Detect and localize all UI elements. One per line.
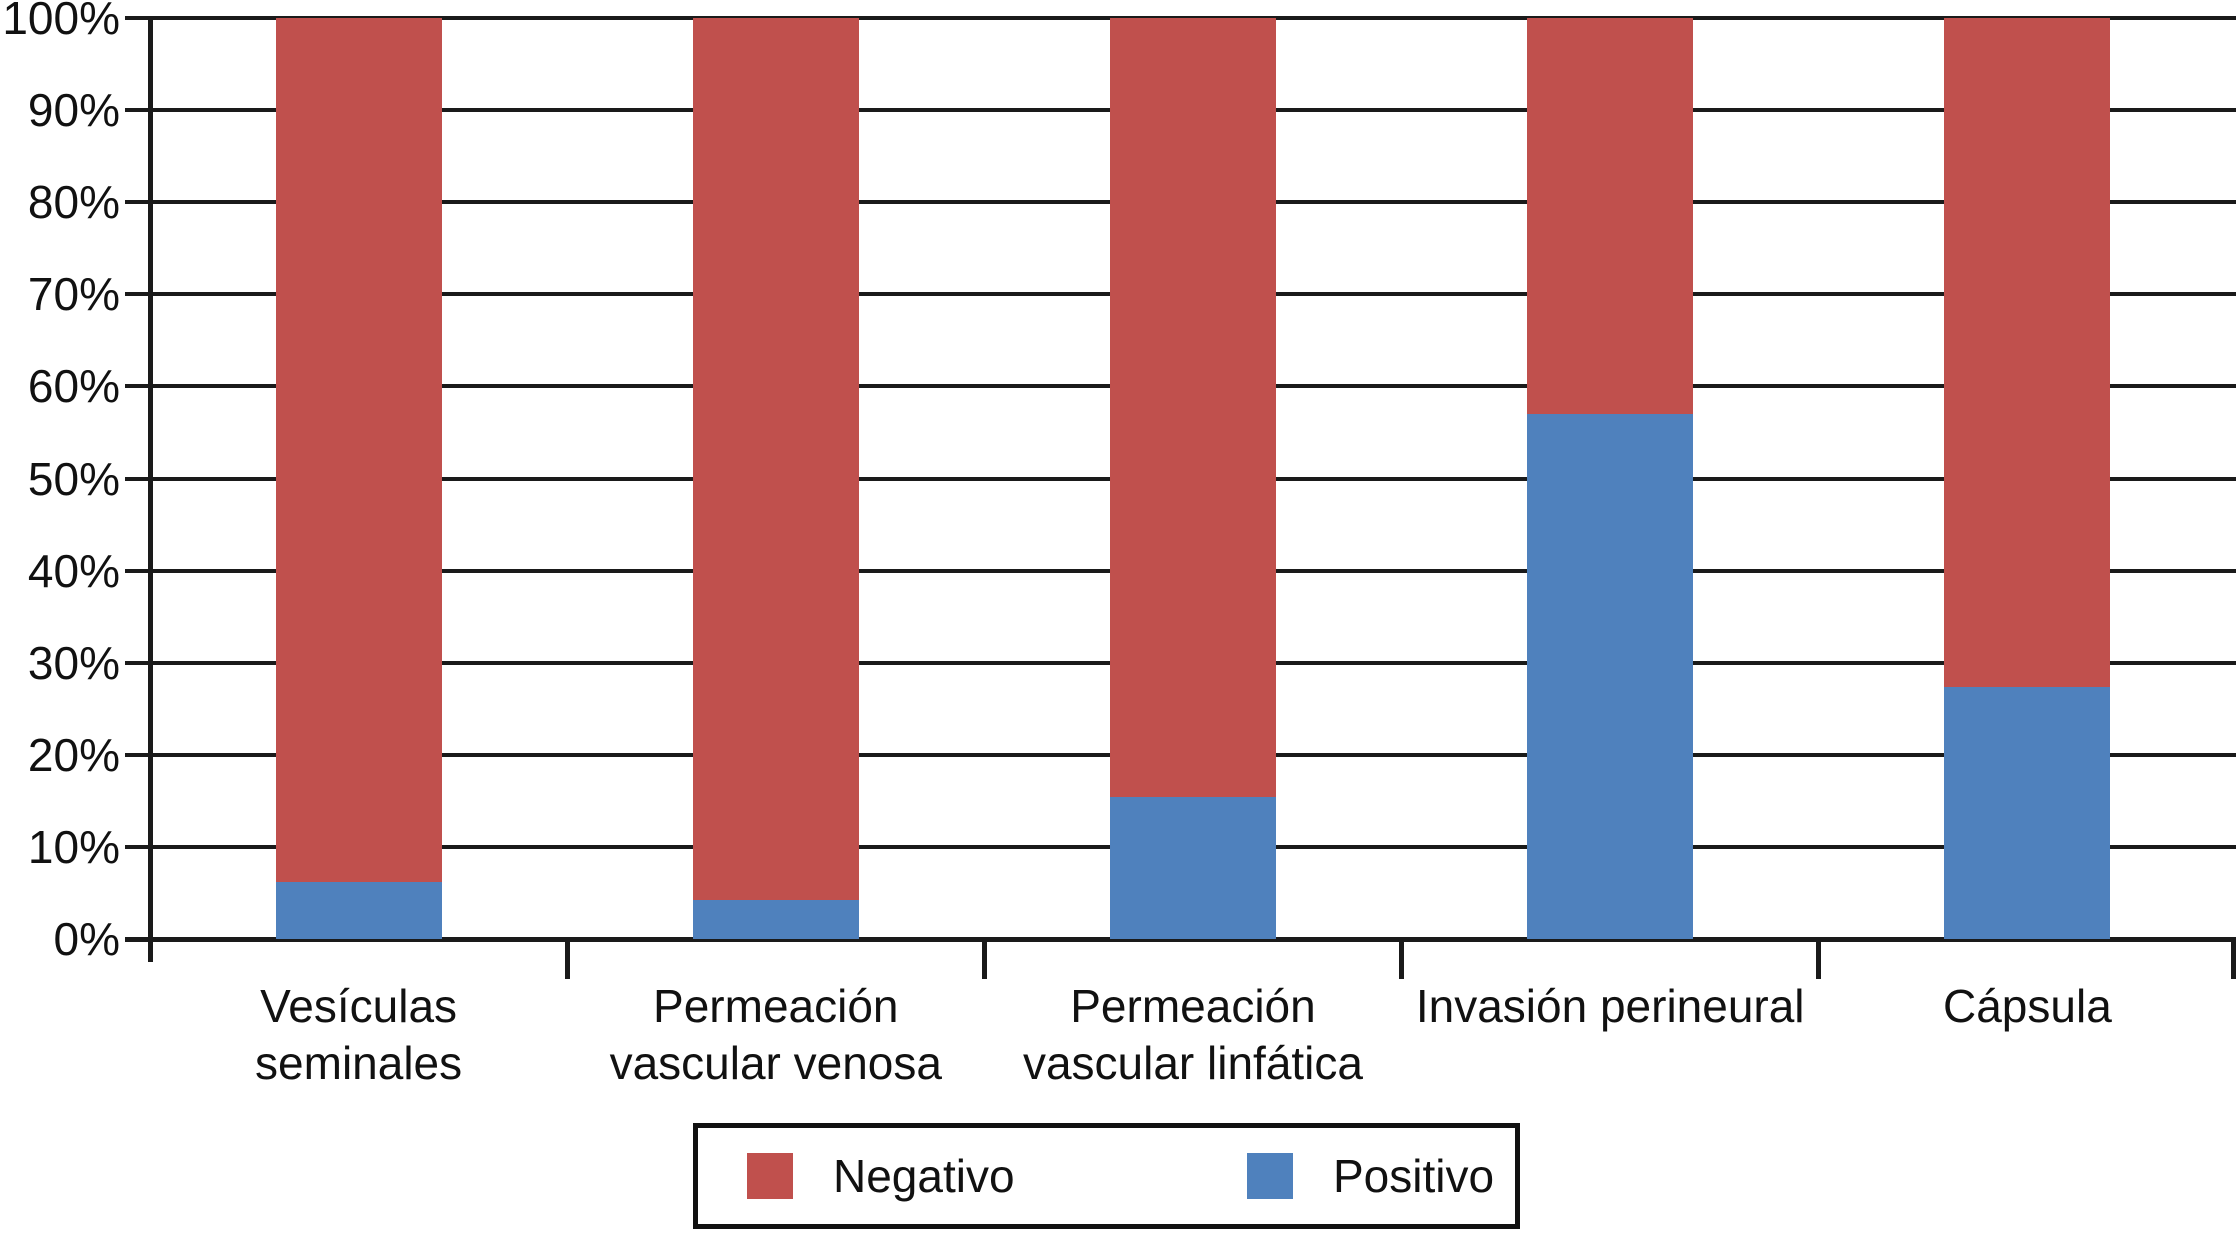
x-axis-label-line: vascular venosa	[609, 1037, 942, 1089]
bar-segment-positivo-5	[1944, 686, 2111, 939]
legend-label-negativo: Negativo	[833, 1150, 1015, 1202]
x-axis-label-line: Permeación	[653, 980, 899, 1032]
x-axis-label-5: Cápsula	[1819, 978, 2236, 1035]
y-tick-label-40: 40%	[27, 544, 120, 597]
y-axis-line	[148, 16, 153, 962]
x-axis-tick-1	[564, 939, 570, 979]
y-tick-label-80: 80%	[27, 176, 120, 229]
x-axis-label-line: seminales	[255, 1037, 463, 1089]
y-tick-label-100: 100%	[2, 0, 120, 44]
x-axis-label-line: Invasión perineural	[1415, 980, 1805, 1032]
x-axis-label-3: Permeación vascular linfática	[984, 978, 1401, 1092]
y-tick-label-70: 70%	[27, 268, 120, 321]
bar-segment-negativo-2	[692, 18, 859, 901]
bar-segment-negativo-3	[1110, 18, 1276, 798]
legend-swatch-positivo	[1247, 1153, 1293, 1199]
bar-segment-negativo-1	[275, 18, 442, 882]
y-tick-label-60: 60%	[27, 360, 120, 413]
y-tick-label-50: 50%	[27, 452, 120, 505]
bar-segment-positivo-4	[1527, 414, 1694, 939]
x-axis-tick-2	[981, 939, 987, 979]
legend-item-negativo: Negativo	[747, 1128, 1015, 1224]
x-axis-tick-4	[1816, 939, 1822, 979]
x-axis-label-line: Cápsula	[1943, 980, 2112, 1032]
y-tick-label-10: 10%	[27, 820, 120, 873]
bar-segment-negativo-4	[1527, 18, 1694, 415]
bar-segment-positivo-1	[275, 881, 442, 939]
x-axis-label-2: Permeación vascular venosa	[567, 978, 984, 1092]
y-tick-label-20: 20%	[27, 728, 120, 781]
x-axis-label-4: Invasión perineural	[1402, 978, 1819, 1035]
legend-label-positivo: Positivo	[1333, 1150, 1495, 1202]
y-tick-label-30: 30%	[27, 636, 120, 689]
legend-swatch-negativo	[747, 1153, 793, 1199]
legend-item-positivo: Positivo	[1247, 1128, 1494, 1224]
x-axis-label-line: Permeación	[1070, 980, 1316, 1032]
bar-segment-negativo-5	[1944, 18, 2111, 687]
y-tick-label-90: 90%	[27, 84, 120, 137]
bar-segment-positivo-2	[692, 900, 859, 939]
gridline-0	[125, 936, 2236, 942]
bar-segment-positivo-3	[1110, 797, 1276, 939]
legend-box: Negativo Positivo	[693, 1123, 1520, 1229]
x-axis-label-1: Vesículas seminales	[150, 978, 567, 1092]
x-axis-tick-3	[1399, 939, 1405, 979]
x-axis-tick-5	[2230, 939, 2236, 979]
x-axis-label-line: vascular linfática	[1022, 1037, 1363, 1089]
y-tick-label-0: 0%	[53, 913, 120, 965]
x-axis-label-line: Vesículas	[260, 980, 458, 1032]
